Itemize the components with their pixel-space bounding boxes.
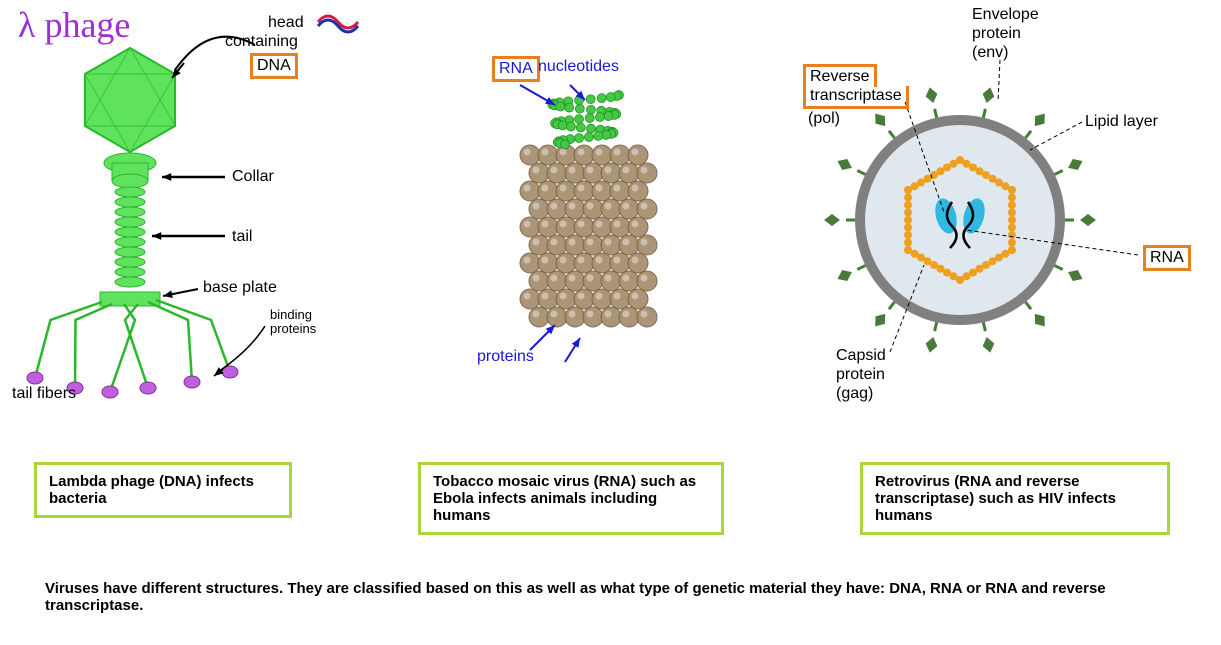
phage-head-label-1: head — [268, 14, 304, 32]
phage-head-label-2: containing — [225, 33, 298, 51]
tmv-proteins-label: proteins — [477, 348, 534, 366]
phage-binding-label-2: proteins — [270, 322, 316, 337]
footer-text: Viruses have different structures. They … — [45, 580, 1175, 615]
phage-title: λ phage — [18, 5, 130, 46]
phage-baseplate-label: base plate — [203, 279, 277, 297]
retro-envelope-label-1: Envelope — [972, 6, 1039, 24]
retro-capsid-label-1: Capsid — [836, 347, 886, 365]
phage-tailfibers-label: tail fibers — [12, 385, 76, 403]
phage-dna-label: DNA — [250, 53, 298, 79]
phage-collar-label: Collar — [232, 168, 274, 186]
retro-reverse-label-1: Reverse — [803, 64, 877, 87]
tmv-nucleotides-label: nucleotides — [538, 58, 619, 76]
retro-gag-label: (gag) — [836, 385, 873, 403]
caption-phage: Lambda phage (DNA) infects bacteria — [34, 462, 292, 518]
caption-retro: Retrovirus (RNA and reverse transcriptas… — [860, 462, 1170, 535]
retro-capsid-label-2: protein — [836, 366, 885, 384]
retro-reverse-label-2: transcriptase — [803, 86, 909, 109]
phage-tail-label: tail — [232, 228, 252, 246]
retro-envelope-label-2: protein — [972, 25, 1021, 43]
caption-tmv: Tobacco mosaic virus (RNA) such as Ebola… — [418, 462, 724, 535]
tmv-rna-label: RNA — [492, 56, 540, 82]
retro-rna-label: RNA — [1143, 245, 1191, 271]
retro-lipid-label: Lipid layer — [1085, 113, 1158, 131]
retro-pol-label: (pol) — [808, 110, 840, 128]
retro-env-label: (env) — [972, 44, 1008, 62]
